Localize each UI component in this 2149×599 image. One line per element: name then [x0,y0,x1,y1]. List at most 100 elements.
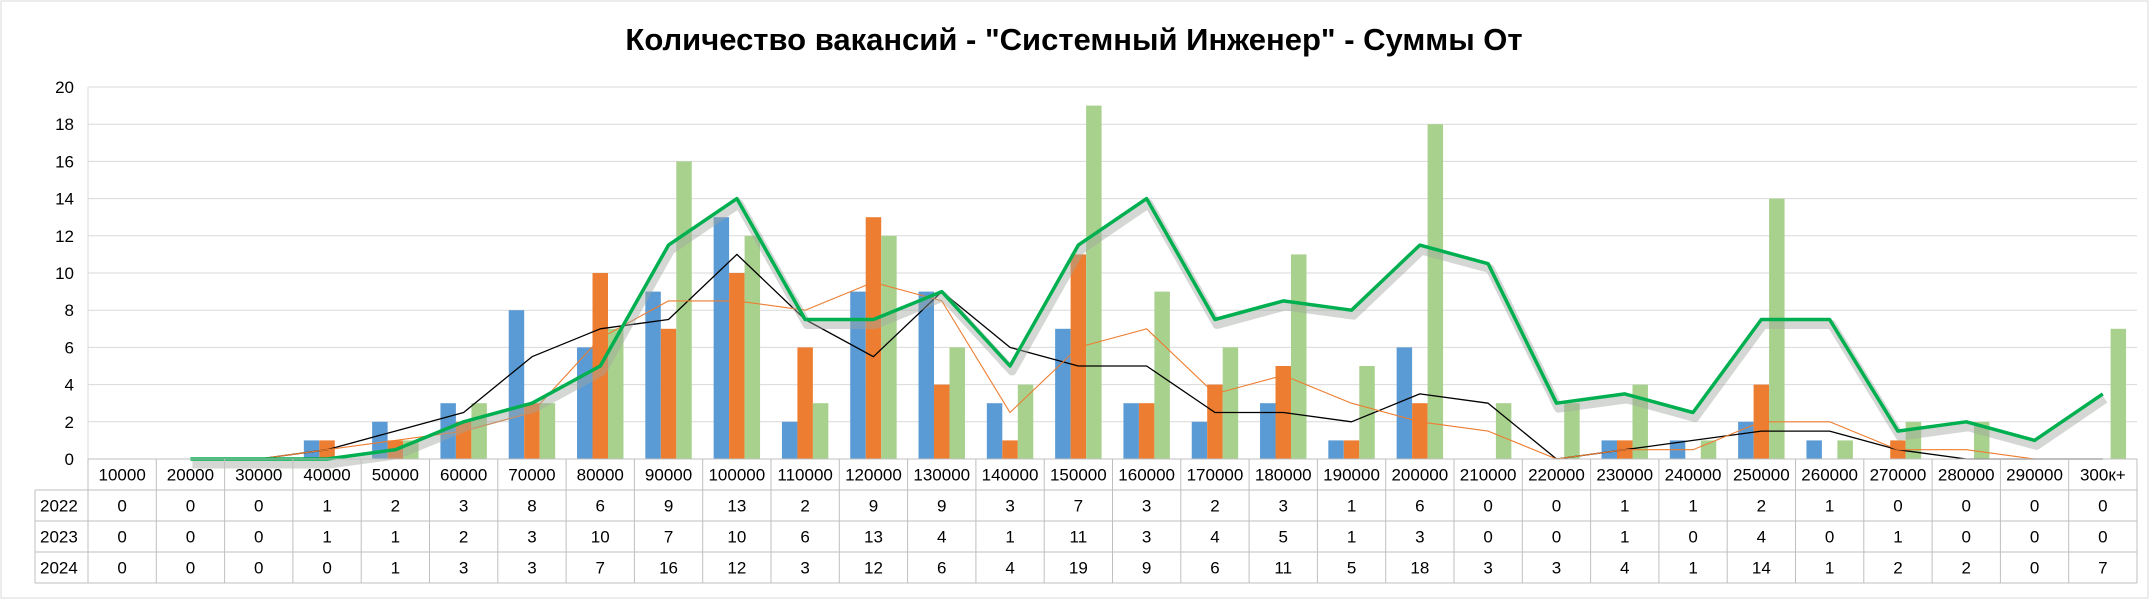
data-label-2024-60000: 3 [459,559,468,578]
trendline-2024 [190,196,2104,461]
bar-2023-160000 [1138,403,1155,459]
bar-2022-80000 [577,347,593,459]
bar-2024-70000 [539,403,556,459]
bar-2023-200000 [1412,403,1428,459]
data-label-2023-190000: 1 [1347,528,1356,547]
bar-2022-140000 [986,403,1003,459]
bar-2024-190000 [1359,366,1375,459]
data-label-2022-230000: 1 [1620,497,1629,516]
data-label-2023-60000: 2 [459,528,468,547]
data-label-2024-170000: 6 [1210,559,1219,578]
data-label-2022-120000: 9 [869,497,878,516]
y-tick-label: 6 [65,338,74,357]
y-tick-label: 2 [65,413,74,432]
data-label-2024-20000: 0 [186,559,195,578]
bar-2022-170000 [1191,421,1208,459]
bar-2023-170000 [1207,384,1223,459]
bar-2023-90000 [660,328,677,459]
bar-2022-70000 [508,310,525,459]
data-label-2023-260000: 0 [1825,528,1834,547]
trendline-2022 [190,253,2103,460]
data-label-2024-10000: 0 [117,559,126,578]
category-label: 140000 [982,466,1039,485]
data-label-2022-290000: 0 [2030,497,2039,516]
bar-2024-300к+ [2110,328,2127,459]
category-label: 10000 [99,466,146,485]
bar-2023-140000 [1002,440,1018,459]
category-label: 170000 [1187,466,1244,485]
category-label: 30000 [235,466,282,485]
data-label-2023-230000: 1 [1620,528,1629,547]
data-label-2023-140000: 1 [1005,528,1014,547]
data-label-2023-120000: 13 [864,528,883,547]
series-name-2024: 2024 [40,559,78,578]
data-label-2024-40000: 0 [322,559,331,578]
y-tick-label: 0 [65,450,74,469]
data-label-2024-160000: 9 [1142,559,1151,578]
data-label-2023-160000: 3 [1142,528,1151,547]
data-label-2022-10000: 0 [117,497,126,516]
category-label: 40000 [303,466,350,485]
category-label: 190000 [1323,466,1380,485]
bar-2022-190000 [1328,440,1344,459]
data-label-2022-210000: 0 [1483,497,1492,516]
y-tick-label: 8 [65,301,74,320]
data-label-2022-100000: 13 [727,497,746,516]
category-label: 70000 [508,466,555,485]
bar-2022-250000 [1738,421,1754,459]
data-label-2024-210000: 3 [1483,559,1492,578]
data-label-2023-170000: 4 [1210,528,1219,547]
category-label: 240000 [1665,466,1722,485]
bar-2022-90000 [645,291,661,459]
bar-2024-170000 [1222,347,1239,459]
y-axis: 0 2 4 6 8 10 12 14 16 18 20 [55,78,89,469]
bar-2022-40000 [303,440,320,459]
data-label-2023-80000: 10 [591,528,610,547]
series-name-2022: 2022 [40,497,78,516]
data-label-2022-240000: 1 [1688,497,1697,516]
bar-2023-120000 [865,217,882,459]
data-label-2024-300к+: 7 [2098,559,2107,578]
data-label-2024-180000: 11 [1274,559,1292,578]
data-table: 10000 20000 30000 40000 50000 60000 70000 80000… [34,458,2138,584]
category-label: 130000 [913,466,970,485]
series-name-2023: 2023 [40,528,78,547]
category-label: 110000 [777,466,832,485]
category-label: 270000 [1870,466,1927,485]
bar-2024-130000 [949,347,965,459]
data-label-2022-60000: 3 [459,497,468,516]
data-label-2024-100000: 12 [727,559,746,578]
data-label-2024-240000: 1 [1688,559,1697,578]
category-label: 290000 [2006,466,2063,485]
bar-2022-200000 [1396,347,1413,459]
data-label-2024-30000: 0 [254,559,263,578]
category-label: 300к+ [2080,466,2126,485]
data-label-2022-110000: 2 [800,497,809,516]
y-tick-label: 14 [55,190,74,209]
bar-2023-70000 [524,403,540,459]
chart-title: Количество вакансий - "Системный Инженер… [625,22,1522,57]
bar-2024-80000 [607,328,624,459]
bar-2024-150000 [1086,105,1102,459]
bar-2022-100000 [713,217,730,459]
bar-2024-120000 [881,235,897,459]
category-label: 200000 [1391,466,1448,485]
data-label-2024-50000: 1 [391,559,400,578]
category-label: 180000 [1255,466,1312,485]
category-label: 100000 [708,466,765,485]
data-label-2022-180000: 3 [1279,497,1288,516]
bar-2022-260000 [1806,440,1822,459]
bar-2024-160000 [1154,291,1170,459]
data-label-2024-80000: 7 [596,559,605,578]
bar-2022-180000 [1260,403,1276,459]
bar-2024-220000 [1564,403,1580,459]
category-label: 260000 [1801,466,1858,485]
bar-2023-190000 [1343,440,1360,459]
bar-2022-130000 [918,291,935,459]
data-label-2024-250000: 14 [1752,559,1771,578]
data-label-2023-180000: 5 [1279,528,1288,547]
trendlines [190,196,2108,469]
data-label-2022-130000: 9 [937,497,946,516]
